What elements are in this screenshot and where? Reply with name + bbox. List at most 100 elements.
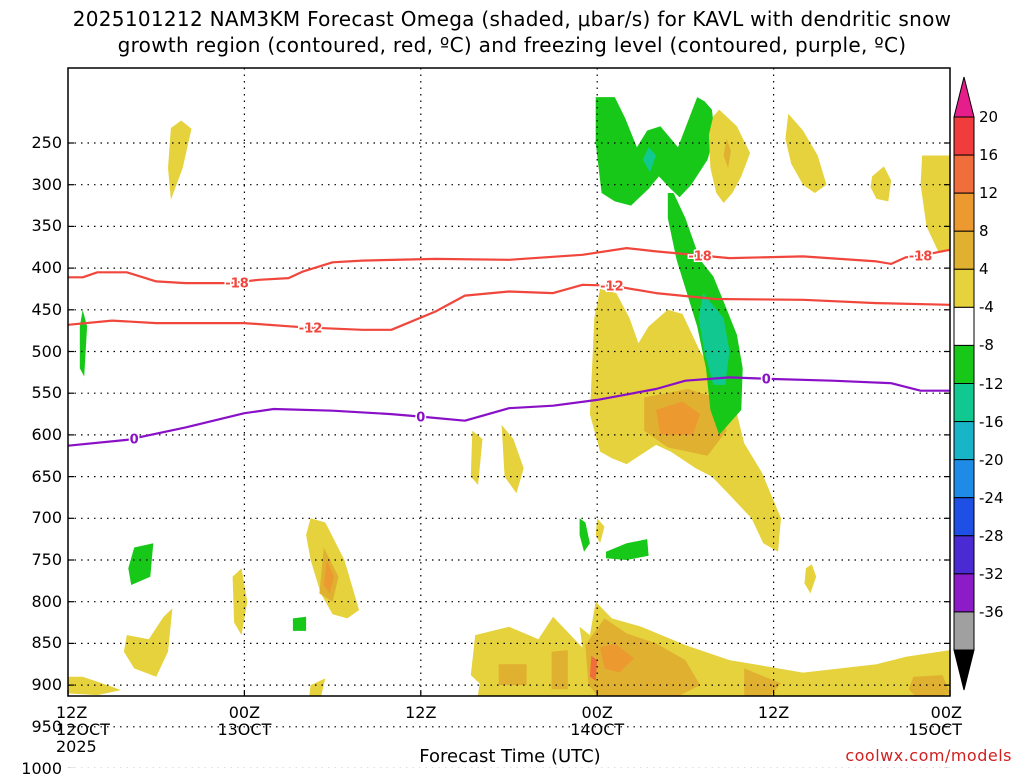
colorbar-swatch-2 xyxy=(953,192,975,232)
y-tick-950: 950 xyxy=(31,716,62,736)
omega-region-6 xyxy=(292,616,307,631)
contour-line-1 xyxy=(68,283,950,331)
dotted-gridlines xyxy=(68,68,950,768)
colorbar-swatch-0 xyxy=(953,116,975,156)
omega-region-12 xyxy=(501,424,524,494)
y-tick-600: 600 xyxy=(31,424,62,444)
colorbar-swatch-1 xyxy=(953,154,975,194)
credit-text: coolwx.com/models xyxy=(845,746,1012,765)
y-tick-850: 850 xyxy=(31,633,62,653)
y-tick-550: 550 xyxy=(31,383,62,403)
colorbar-bottom-arrow xyxy=(953,649,975,691)
omega-region-34 xyxy=(870,166,892,202)
contour-label-0-1: -18 xyxy=(688,249,712,264)
contour-label-0-0: -18 xyxy=(225,276,249,291)
colorbar-swatch-12 xyxy=(953,573,975,613)
plot-frame xyxy=(67,67,951,768)
omega-region-26 xyxy=(656,401,701,435)
chart-title-line1: 2025101212 NAM3KM Forecast Omega (shaded… xyxy=(72,7,952,31)
contour-line-2 xyxy=(68,376,950,447)
omega-region-10 xyxy=(309,678,326,696)
colorbar-swatch-6 xyxy=(953,344,975,384)
omega-region-21 xyxy=(589,655,598,681)
y-tick-750: 750 xyxy=(31,550,62,569)
x-tick-24: 12Z xyxy=(405,703,437,722)
omega-region-4 xyxy=(123,608,173,677)
colorbar-level-10: -24 xyxy=(979,488,1004,507)
colorbar-level-0: 20 xyxy=(979,108,999,126)
y-tick-400: 400 xyxy=(31,258,62,278)
y-tick-800: 800 xyxy=(31,591,62,611)
omega-region-27 xyxy=(595,97,715,206)
x-axis-label: Forecast Time (UTC) xyxy=(419,746,601,767)
omega-region-20 xyxy=(600,643,634,673)
contour-label-0-2: -18 xyxy=(909,250,933,265)
contour-label-2-2: 0 xyxy=(762,373,771,388)
contour-label-1-1: -12 xyxy=(600,280,624,295)
omega-region-28 xyxy=(642,147,656,173)
colorbar-level-8: -16 xyxy=(979,412,1004,431)
colorbar-swatch-3 xyxy=(953,230,975,270)
colorbar-swatch-8 xyxy=(953,421,975,461)
omega-region-0 xyxy=(168,120,192,200)
x-tick-60: 00Z 15OCT xyxy=(908,703,962,739)
omega-region-35 xyxy=(920,155,950,252)
omega-region-11 xyxy=(470,430,483,485)
colorbar-swatch-13 xyxy=(953,611,975,651)
omega-region-5 xyxy=(232,568,248,636)
y-tick-900: 900 xyxy=(31,675,62,695)
omega-region-17 xyxy=(498,664,527,686)
colorbar-level-1: 16 xyxy=(979,146,999,165)
omega-region-33 xyxy=(785,113,827,193)
omega-region-16 xyxy=(470,601,950,696)
omega-region-13 xyxy=(595,518,605,544)
omega-region-22 xyxy=(744,668,781,696)
contour-label-1-0: -12 xyxy=(299,322,323,337)
colorbar-level-9: -20 xyxy=(979,450,1004,469)
x-tick-12: 00Z 13OCT xyxy=(217,703,272,739)
colorbar-level-6: -8 xyxy=(979,336,994,355)
x-tick-0: 12Z 12OCT 2025 xyxy=(56,703,110,756)
omega-region-15 xyxy=(606,539,649,560)
colorbar-swatch-4 xyxy=(953,268,975,308)
omega-region-32 xyxy=(723,138,731,168)
omega-region-14 xyxy=(579,518,590,552)
temperature-contours: -18 -18 -18 -12 -12 0 0 0 xyxy=(68,247,950,449)
colorbar-level-13: -36 xyxy=(979,602,1004,621)
contour-label-2-1: 0 xyxy=(416,411,425,426)
colorbar-top-arrow xyxy=(953,76,975,118)
colorbar-swatch-5 xyxy=(953,306,975,346)
colorbar-level-3: 8 xyxy=(979,222,989,241)
contour-line-0 xyxy=(68,247,950,285)
colorbar-swatch-11 xyxy=(953,535,975,575)
y-tick-650: 650 xyxy=(31,466,62,486)
omega-region-1 xyxy=(79,309,88,377)
colorbar-level-4: 4 xyxy=(979,260,989,279)
colorbar-level-2: 12 xyxy=(979,184,999,203)
omega-region-30 xyxy=(698,293,730,385)
omega-region-18 xyxy=(551,650,568,690)
omega-region-3 xyxy=(128,543,154,585)
colorbar-swatch-10 xyxy=(953,497,975,537)
plot-border xyxy=(67,67,951,697)
y-tick-450: 450 xyxy=(31,299,62,319)
colorbar-swatch-9 xyxy=(953,459,975,499)
chart-title-line2: growth region (contoured, red, ºC) and f… xyxy=(117,33,907,57)
colorbar-level-5: -4 xyxy=(979,298,994,317)
colorbar-level-12: -32 xyxy=(979,564,1004,583)
omega-shading-layer xyxy=(68,97,950,696)
contour-label-2-0: 0 xyxy=(130,432,139,447)
omega-region-36 xyxy=(804,564,817,594)
x-tick-36: 00Z 14OCT xyxy=(570,703,625,739)
y-tick-350: 350 xyxy=(31,216,62,236)
colorbar-level-7: -12 xyxy=(979,374,1004,393)
omega-region-19 xyxy=(585,618,701,696)
y-tick-300: 300 xyxy=(31,174,62,194)
y-tick-700: 700 xyxy=(31,508,62,528)
omega-region-9 xyxy=(323,560,335,594)
y-tick-500: 500 xyxy=(31,341,62,361)
omega-region-2 xyxy=(68,676,121,696)
colorbar-level-11: -28 xyxy=(979,526,1004,545)
colorbar-swatch-7 xyxy=(953,383,975,423)
